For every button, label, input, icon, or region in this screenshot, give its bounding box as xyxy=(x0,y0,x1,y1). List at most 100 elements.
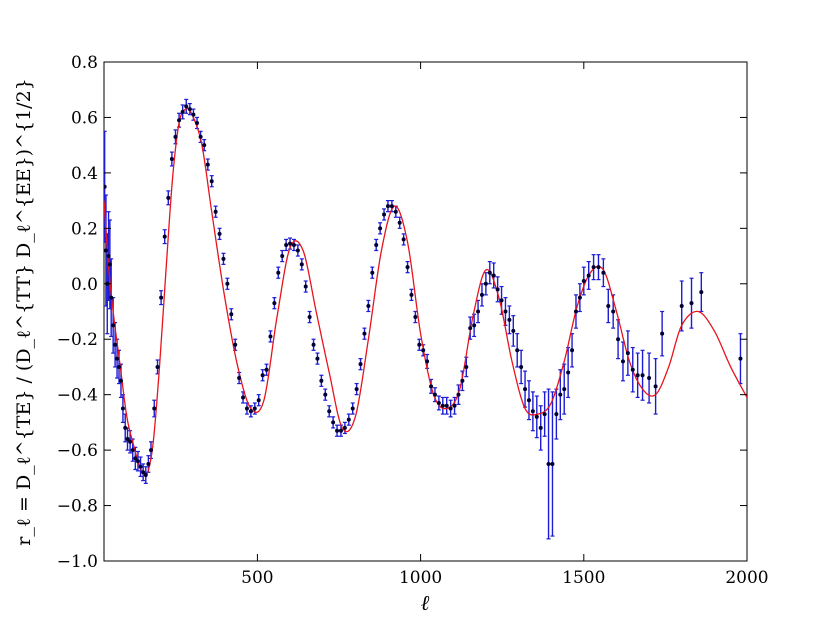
data-point xyxy=(331,420,336,425)
data-point xyxy=(393,209,398,214)
data-point xyxy=(162,234,167,239)
y-tick-label: −1.0 xyxy=(57,552,98,572)
data-point xyxy=(409,292,414,297)
data-point xyxy=(113,342,118,347)
data-point xyxy=(483,281,488,286)
data-point xyxy=(184,104,189,109)
data-point xyxy=(169,157,174,162)
data-point xyxy=(198,134,203,139)
data-point xyxy=(268,334,273,339)
data-point xyxy=(468,326,473,331)
data-point xyxy=(323,392,328,397)
data-point xyxy=(130,448,135,453)
data-point xyxy=(491,273,496,278)
data-point xyxy=(166,195,171,200)
data-point xyxy=(146,461,151,466)
data-point xyxy=(362,331,367,336)
data-point xyxy=(104,248,108,253)
data-point xyxy=(460,378,465,383)
data-point xyxy=(209,179,214,184)
data-point xyxy=(515,348,520,353)
data-point xyxy=(350,406,355,411)
data-point xyxy=(291,242,296,247)
data-point xyxy=(413,315,418,320)
data-point xyxy=(640,373,645,378)
data-point xyxy=(397,220,402,225)
data-point xyxy=(288,241,293,246)
y-tick-label: 0.0 xyxy=(71,275,98,295)
x-tick-label: 1500 xyxy=(562,568,605,588)
data-point xyxy=(342,425,347,430)
data-point xyxy=(315,356,320,361)
data-point xyxy=(591,265,596,270)
data-point xyxy=(202,143,207,148)
data-point xyxy=(606,303,611,308)
data-point xyxy=(562,387,567,392)
data-point xyxy=(534,414,539,419)
data-point xyxy=(389,204,394,209)
data-point xyxy=(195,120,200,125)
data-point xyxy=(152,406,157,411)
data-point xyxy=(141,470,146,475)
data-point xyxy=(138,464,143,469)
data-point xyxy=(106,254,111,259)
data-point xyxy=(338,428,343,433)
data-point xyxy=(111,323,116,328)
data-point xyxy=(616,337,621,342)
axis-ticks xyxy=(104,61,748,562)
data-point xyxy=(581,279,586,284)
data-point xyxy=(125,437,130,442)
data-point xyxy=(354,387,359,392)
data-point xyxy=(358,362,363,367)
data-point xyxy=(417,342,422,347)
data-point xyxy=(385,204,390,209)
data-point xyxy=(133,456,138,461)
data-point xyxy=(570,348,575,353)
data-point xyxy=(155,364,160,369)
data-point xyxy=(586,273,591,278)
data-point xyxy=(738,356,743,361)
data-point xyxy=(495,287,500,292)
data-point xyxy=(191,112,196,117)
data-point xyxy=(205,162,210,167)
data-point xyxy=(429,384,434,389)
data-point xyxy=(507,317,512,322)
x-tick-label: 1000 xyxy=(399,568,442,588)
data-point xyxy=(566,370,571,375)
data-point xyxy=(303,284,308,289)
data-point xyxy=(660,331,665,336)
data-point xyxy=(519,364,524,369)
data-point xyxy=(307,315,312,320)
data-point xyxy=(487,270,492,275)
data-point xyxy=(264,367,269,372)
data-point xyxy=(499,298,504,303)
data-point xyxy=(272,301,277,306)
data-point xyxy=(128,439,133,444)
data-point xyxy=(213,209,218,214)
data-point xyxy=(187,107,192,112)
data-point xyxy=(464,364,469,369)
data-point xyxy=(538,425,543,430)
data-point xyxy=(280,254,285,259)
data-point xyxy=(295,248,300,253)
y-tick-label: −0.2 xyxy=(57,330,98,350)
data-point xyxy=(118,378,123,383)
y-tick-label: 0.4 xyxy=(71,164,98,184)
error-bars xyxy=(104,98,743,540)
data-point xyxy=(432,392,437,397)
data-point xyxy=(284,242,289,247)
data-point xyxy=(526,398,531,403)
data-point xyxy=(550,461,555,466)
data-point xyxy=(107,262,112,267)
data-point xyxy=(135,459,140,464)
data-point xyxy=(630,367,635,372)
data-point xyxy=(647,376,652,381)
data-point xyxy=(511,328,516,333)
data-point xyxy=(115,356,120,361)
x-axis-title: ℓ xyxy=(421,591,430,615)
data-point xyxy=(440,403,445,408)
data-point xyxy=(237,376,242,381)
x-tick-label: 500 xyxy=(241,568,273,588)
data-point xyxy=(472,323,477,328)
data-point xyxy=(378,226,383,231)
